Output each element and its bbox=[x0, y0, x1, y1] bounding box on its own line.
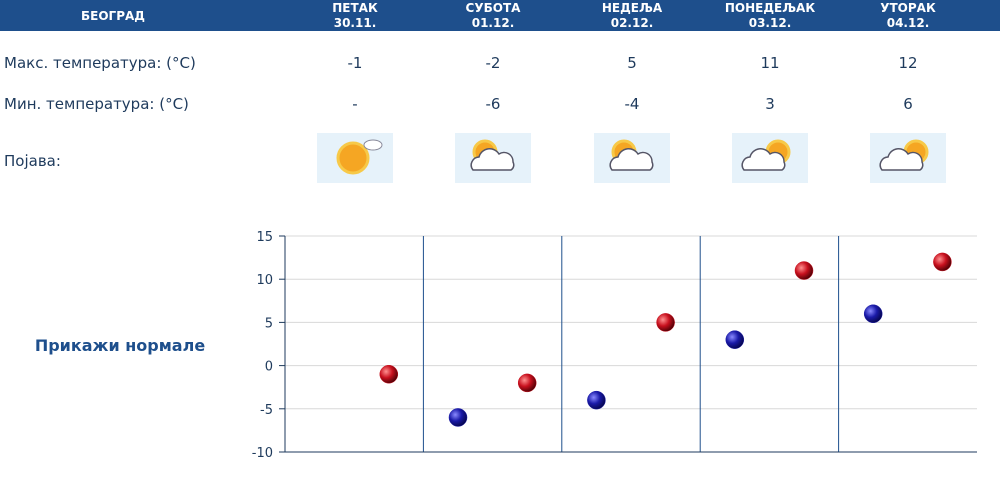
min-temp: -4 bbox=[625, 95, 640, 113]
max-point bbox=[379, 364, 399, 384]
y-tick-label: 10 bbox=[256, 273, 273, 288]
max-temp: 5 bbox=[627, 54, 637, 72]
max-temp: -2 bbox=[486, 54, 501, 72]
city: БЕОГРАД bbox=[81, 9, 145, 23]
y-tick-label: 5 bbox=[265, 316, 273, 331]
max-temp: 12 bbox=[898, 54, 917, 72]
day-name: ПОНЕДЕЉАК bbox=[725, 1, 816, 15]
y-tick-label: -10 bbox=[252, 446, 273, 461]
max-point bbox=[933, 252, 952, 272]
day-name: СУБОТА bbox=[466, 1, 522, 15]
day-name: УТОРАК bbox=[880, 1, 936, 15]
max-point bbox=[656, 313, 675, 332]
y-tick-label: -5 bbox=[260, 403, 273, 418]
max-label: Макс. температура: (°C) bbox=[4, 54, 196, 72]
min-point bbox=[863, 304, 883, 324]
cloud bbox=[470, 148, 515, 171]
cloud bbox=[609, 148, 654, 171]
max-point bbox=[517, 373, 537, 393]
min-label: Мин. температура: (°C) bbox=[4, 95, 189, 113]
cloud bbox=[363, 139, 383, 151]
day-date: 04.12. bbox=[887, 16, 930, 30]
min-temp: -6 bbox=[486, 95, 501, 113]
day-date: 30.11. bbox=[334, 16, 377, 30]
day-name: ПЕТАК bbox=[332, 1, 378, 15]
min-point bbox=[725, 330, 745, 349]
day-date: 01.12. bbox=[472, 16, 515, 30]
day-date: 03.12. bbox=[749, 16, 792, 30]
y-tick-label: 0 bbox=[265, 360, 273, 375]
cloud bbox=[879, 148, 924, 171]
min-temp: - bbox=[352, 95, 357, 113]
y-tick-label: 15 bbox=[256, 230, 273, 245]
max-temp: -1 bbox=[348, 54, 363, 72]
min-temp: 3 bbox=[765, 95, 775, 113]
day-date: 02.12. bbox=[611, 16, 654, 30]
sun bbox=[336, 141, 370, 175]
day-name: НЕДЕЉА bbox=[602, 1, 663, 15]
cloud bbox=[741, 148, 786, 171]
max-point bbox=[794, 261, 814, 280]
normals-link[interactable]: Прикажи нормале bbox=[35, 336, 206, 355]
header-bar bbox=[0, 0, 1000, 31]
min-point bbox=[587, 390, 606, 410]
max-temp: 11 bbox=[760, 54, 779, 72]
phenomenon-label: Појава: bbox=[4, 152, 61, 170]
min-temp: 6 bbox=[903, 95, 913, 113]
min-point bbox=[448, 408, 468, 427]
